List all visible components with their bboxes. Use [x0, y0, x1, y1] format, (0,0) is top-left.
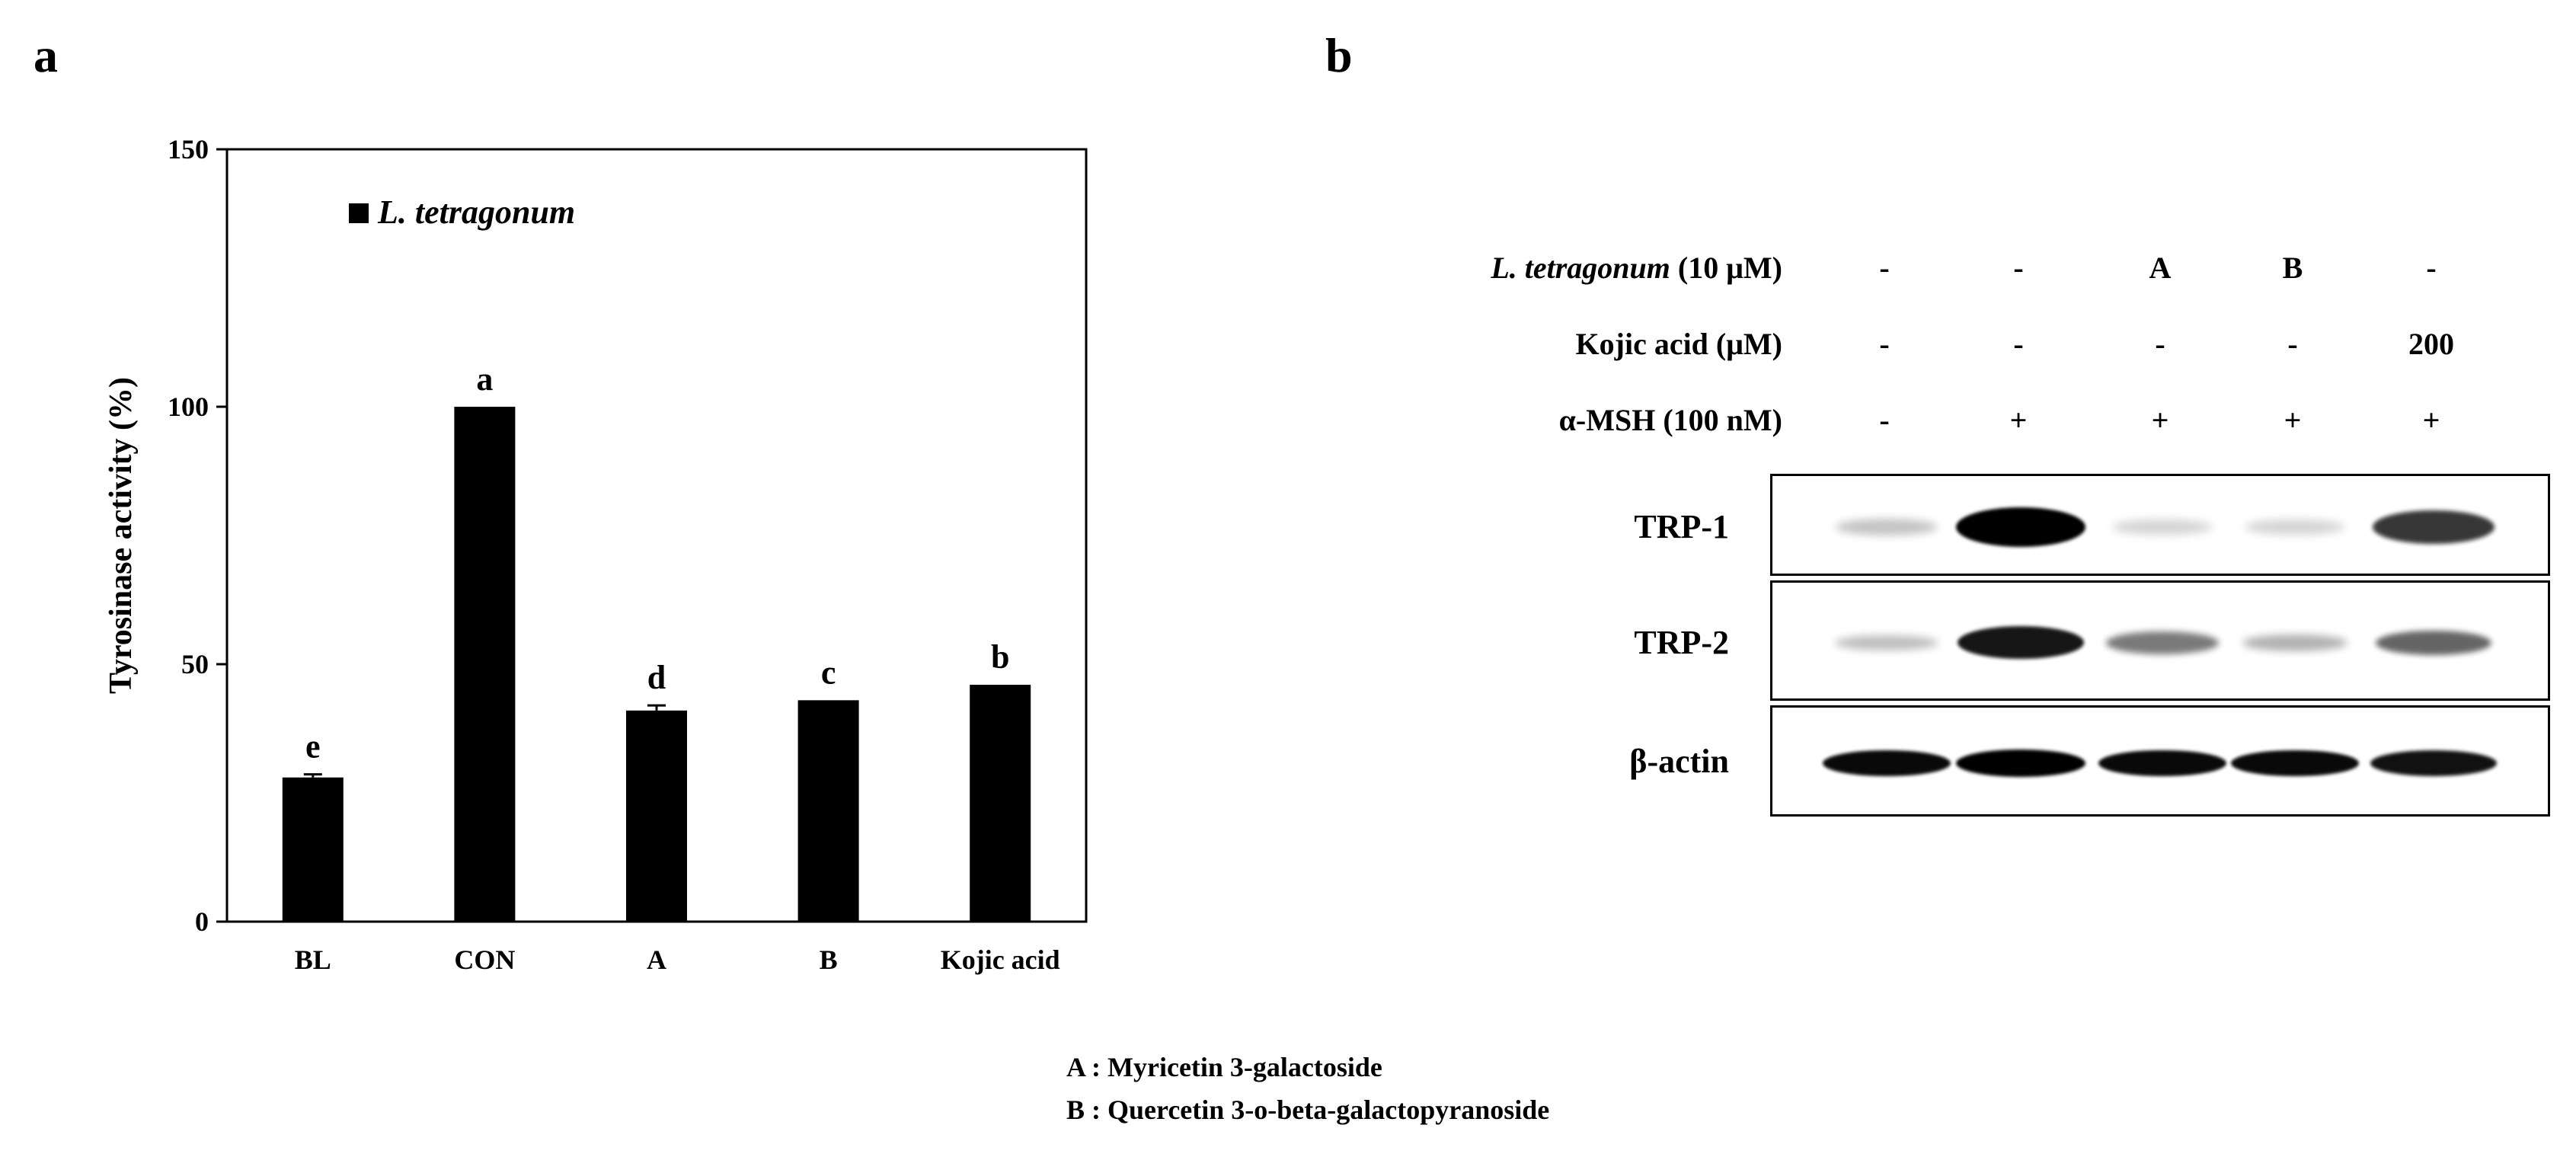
condition-label-kojic: Kojic acid (μM) — [1575, 327, 1782, 361]
legend-swatch — [349, 203, 369, 223]
blot-band — [1958, 626, 2084, 660]
bar-b — [797, 700, 859, 922]
blot-membrane — [1770, 580, 2550, 701]
significance-letter: d — [647, 659, 666, 696]
condition-value: + — [2009, 403, 2028, 437]
condition-value: - — [2155, 327, 2165, 361]
condition-value: - — [2287, 327, 2298, 361]
blot-band — [2098, 749, 2226, 777]
bar-kojic-acid — [970, 685, 1031, 922]
x-tick-label: B — [820, 944, 838, 975]
blot-band — [1835, 634, 1938, 651]
significance-letter: a — [476, 360, 493, 398]
condition-dose: (10 μM) — [1670, 251, 1782, 285]
blot-label: TRP-1 — [1634, 508, 1729, 545]
blot-band — [2242, 634, 2347, 652]
blot-band — [1835, 518, 1938, 536]
condition-value: - — [2013, 251, 2024, 285]
significance-letter: e — [305, 728, 321, 765]
significance-letter: b — [991, 638, 1009, 676]
blot-band — [2373, 510, 2495, 544]
x-tick-label: BL — [295, 944, 331, 975]
condition-value: + — [2422, 403, 2440, 437]
condition-label-ltetragonum: L. tetragonum (10 μM) — [1341, 250, 1782, 286]
blot-band — [2370, 749, 2498, 777]
legend-label: L. tetragonum — [377, 193, 575, 231]
x-tick-label: CON — [454, 944, 515, 975]
blot-band — [1956, 749, 2085, 777]
condition-value: - — [1879, 251, 1890, 285]
y-tick-label: 0 — [195, 906, 209, 937]
bar-bl — [282, 777, 344, 922]
panel-b-letter: b — [1325, 28, 1353, 82]
blot-label: β-actin — [1629, 743, 1729, 780]
blot-band — [1823, 749, 1951, 777]
condition-value: A — [2149, 251, 2172, 285]
significance-letter: c — [821, 654, 836, 691]
y-tick-label: 100 — [168, 392, 209, 422]
blot-membrane — [1770, 705, 2550, 817]
blot-band — [1956, 507, 2085, 547]
blot-band — [2231, 749, 2359, 777]
condition-value: - — [1879, 327, 1890, 361]
panel-a-letter: a — [34, 28, 58, 82]
y-tick-label: 50 — [181, 649, 209, 679]
blot-membrane — [1770, 474, 2550, 576]
condition-value: - — [2426, 251, 2437, 285]
blot-band — [2111, 519, 2213, 535]
compound-note-b: B : Quercetin 3-o-beta-galactopyranoside — [1066, 1095, 1550, 1125]
blot-label: TRP-2 — [1634, 624, 1729, 661]
bar-a — [626, 710, 687, 922]
condition-value: - — [1879, 403, 1890, 437]
condition-value: B — [2282, 251, 2303, 285]
condition-value: - — [2013, 327, 2024, 361]
x-tick-label: A — [647, 944, 666, 975]
condition-value: + — [2151, 403, 2169, 437]
bar-con — [454, 407, 516, 922]
blot-band — [2376, 630, 2491, 656]
condition-value: + — [2284, 403, 2302, 437]
blot-band — [2244, 519, 2346, 535]
condition-species: L. tetragonum — [1491, 251, 1670, 285]
y-tick-label: 150 — [168, 134, 209, 165]
blot-band — [2106, 631, 2219, 654]
x-tick-label: Kojic acid — [941, 944, 1060, 975]
y-axis-label: Tyrosinase activity (%) — [104, 377, 139, 694]
compound-note-a: A : Myricetin 3-galactoside — [1066, 1052, 1382, 1082]
condition-value: 200 — [2408, 327, 2454, 361]
condition-label-msh: α-MSH (100 nM) — [1558, 403, 1782, 437]
